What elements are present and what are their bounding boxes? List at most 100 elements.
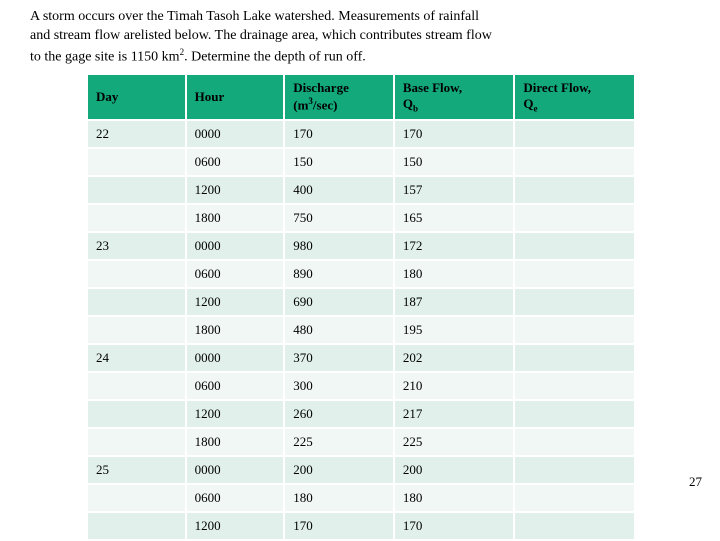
- cell-day: 23: [87, 232, 186, 260]
- cell-hour: 1200: [186, 512, 285, 540]
- cell-direct: [514, 232, 635, 260]
- cell-hour: 1200: [186, 288, 285, 316]
- cell-direct: [514, 176, 635, 204]
- cell-day: [87, 484, 186, 512]
- cell-discharge: 170: [284, 120, 394, 148]
- col-baseflow-b: Q: [403, 96, 413, 111]
- cell-discharge: 225: [284, 428, 394, 456]
- cell-hour: 0600: [186, 148, 285, 176]
- table-row: 1200690187: [87, 288, 635, 316]
- cell-discharge: 400: [284, 176, 394, 204]
- cell-direct: [514, 288, 635, 316]
- table-row: 250000200200: [87, 456, 635, 484]
- problem-line3b: . Determine the depth of run off.: [184, 49, 366, 64]
- cell-direct: [514, 372, 635, 400]
- cell-hour: 0000: [186, 120, 285, 148]
- cell-day: 24: [87, 344, 186, 372]
- cell-base: 217: [394, 400, 515, 428]
- table-row: 0600300210: [87, 372, 635, 400]
- cell-hour: 0600: [186, 484, 285, 512]
- cell-direct: [514, 148, 635, 176]
- col-discharge: Discharge (m3/sec): [284, 74, 394, 120]
- col-discharge-c: /sec): [313, 98, 338, 113]
- cell-hour: 1200: [186, 400, 285, 428]
- cell-hour: 0000: [186, 232, 285, 260]
- cell-direct: [514, 120, 635, 148]
- cell-day: [87, 148, 186, 176]
- table-row: 0600150150: [87, 148, 635, 176]
- cell-base: 195: [394, 316, 515, 344]
- cell-base: 187: [394, 288, 515, 316]
- cell-base: 150: [394, 148, 515, 176]
- cell-hour: 0600: [186, 372, 285, 400]
- cell-hour: 1800: [186, 204, 285, 232]
- cell-direct: [514, 456, 635, 484]
- table-row: 240000370202: [87, 344, 635, 372]
- cell-discharge: 890: [284, 260, 394, 288]
- cell-discharge: 300: [284, 372, 394, 400]
- col-discharge-a: Discharge: [293, 80, 349, 95]
- cell-day: [87, 260, 186, 288]
- col-directflow-sub: e: [534, 104, 538, 114]
- cell-discharge: 180: [284, 484, 394, 512]
- cell-hour: 1800: [186, 428, 285, 456]
- col-discharge-b: (m: [293, 98, 308, 113]
- cell-day: [87, 204, 186, 232]
- cell-base: 210: [394, 372, 515, 400]
- cell-direct: [514, 428, 635, 456]
- cell-direct: [514, 484, 635, 512]
- cell-base: 200: [394, 456, 515, 484]
- cell-base: 165: [394, 204, 515, 232]
- cell-discharge: 170: [284, 512, 394, 540]
- problem-line2: and stream flow arelisted below. The dra…: [30, 28, 492, 43]
- cell-discharge: 690: [284, 288, 394, 316]
- problem-line1: A storm occurs over the Timah Tasoh Lake…: [30, 9, 479, 24]
- cell-discharge: 260: [284, 400, 394, 428]
- cell-base: 172: [394, 232, 515, 260]
- cell-hour: 0000: [186, 456, 285, 484]
- cell-day: [87, 288, 186, 316]
- cell-base: 170: [394, 512, 515, 540]
- cell-discharge: 150: [284, 148, 394, 176]
- cell-day: [87, 400, 186, 428]
- cell-day: [87, 372, 186, 400]
- problem-statement: A storm occurs over the Timah Tasoh Lake…: [30, 8, 590, 67]
- cell-hour: 1200: [186, 176, 285, 204]
- col-baseflow-sub: b: [413, 104, 418, 114]
- cell-hour: 1800: [186, 316, 285, 344]
- col-directflow: Direct Flow, Qe: [514, 74, 635, 120]
- cell-discharge: 370: [284, 344, 394, 372]
- table-row: 1200260217: [87, 400, 635, 428]
- cell-day: [87, 428, 186, 456]
- cell-base: 225: [394, 428, 515, 456]
- col-baseflow: Base Flow, Qb: [394, 74, 515, 120]
- col-hour: Hour: [186, 74, 285, 120]
- col-day: Day: [87, 74, 186, 120]
- table-row: 1800225225: [87, 428, 635, 456]
- table-row: 1800480195: [87, 316, 635, 344]
- cell-base: 157: [394, 176, 515, 204]
- col-baseflow-a: Base Flow,: [403, 80, 462, 95]
- problem-line3a: to the gage site is 1150 km: [30, 49, 180, 64]
- cell-direct: [514, 260, 635, 288]
- col-directflow-a: Direct Flow,: [523, 80, 591, 95]
- cell-direct: [514, 204, 635, 232]
- cell-direct: [514, 400, 635, 428]
- cell-day: [87, 316, 186, 344]
- cell-day: 22: [87, 120, 186, 148]
- cell-day: [87, 512, 186, 540]
- cell-direct: [514, 316, 635, 344]
- cell-discharge: 480: [284, 316, 394, 344]
- table-row: 1800750165: [87, 204, 635, 232]
- table-row: 0600890180: [87, 260, 635, 288]
- table-row: 230000980172: [87, 232, 635, 260]
- cell-hour: 0000: [186, 344, 285, 372]
- col-directflow-b: Q: [523, 96, 533, 111]
- cell-base: 180: [394, 484, 515, 512]
- data-table: Day Hour Discharge (m3/sec) Base Flow, Q…: [86, 73, 636, 541]
- cell-base: 180: [394, 260, 515, 288]
- cell-discharge: 980: [284, 232, 394, 260]
- cell-direct: [514, 512, 635, 540]
- cell-base: 202: [394, 344, 515, 372]
- cell-discharge: 750: [284, 204, 394, 232]
